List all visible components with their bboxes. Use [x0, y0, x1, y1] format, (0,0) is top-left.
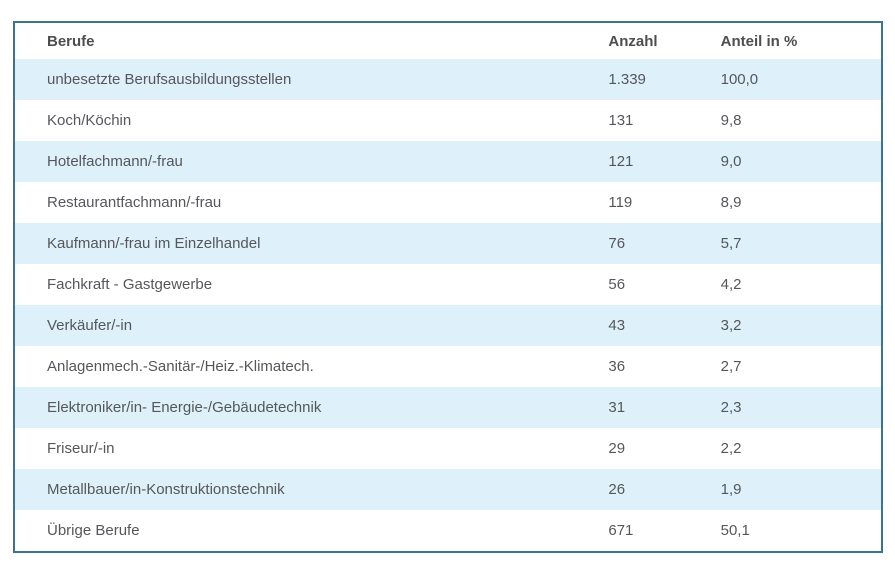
- table-row: unbesetzte Berufsausbildungsstellen 1.339…: [14, 59, 882, 100]
- anteil-cell: 50,1: [720, 522, 750, 539]
- table-row: Übrige Berufe 671 50,1: [14, 510, 882, 552]
- table-row: Elektroniker/in- Energie-/Gebäudetechnik…: [14, 387, 882, 428]
- anzahl-cell: 119: [608, 194, 633, 211]
- beruf-cell: Restaurantfachmann/-frau: [47, 194, 222, 211]
- anteil-cell: 8,9: [720, 194, 742, 211]
- beruf-cell: Friseur/-in: [47, 440, 115, 457]
- column-header-anzahl: Anzahl: [608, 32, 658, 50]
- berufe-table: Berufe Anzahl Anteil in % unbesetzte Ber…: [13, 21, 883, 553]
- beruf-cell: Kaufmann/-frau im Einzelhandel: [47, 235, 261, 252]
- anteil-cell: 3,2: [720, 317, 742, 334]
- table-row: Verkäufer/-in 43 3,2: [14, 305, 882, 346]
- anzahl-cell: 31: [608, 399, 626, 416]
- table-row: Koch/Köchin 131 9,8: [14, 100, 882, 141]
- anteil-cell: 4,2: [720, 276, 742, 293]
- beruf-cell: Übrige Berufe: [47, 522, 140, 539]
- column-header-berufe: Berufe: [47, 32, 95, 50]
- column-header-anteil: Anteil in %: [720, 32, 798, 50]
- table-header-row: Berufe Anzahl Anteil in %: [14, 22, 882, 59]
- table-row: Anlagenmech.-Sanitär-/Heiz.-Klimatech. 36…: [14, 346, 882, 387]
- anteil-cell: 100,0: [720, 71, 759, 88]
- beruf-cell: Metallbauer/in-Konstruktionstechnik: [47, 481, 285, 498]
- anzahl-cell: 56: [608, 276, 626, 293]
- anteil-cell: 2,3: [720, 399, 742, 416]
- anzahl-cell: 1.339: [608, 71, 646, 88]
- table-row: Kaufmann/-frau im Einzelhandel 76 5,7: [14, 223, 882, 264]
- anteil-cell: 2,2: [720, 440, 742, 457]
- anzahl-cell: 671: [608, 522, 634, 539]
- table-row: Fachkraft - Gastgewerbe 56 4,2: [14, 264, 882, 305]
- anteil-cell: 5,7: [720, 235, 742, 252]
- beruf-cell: unbesetzte Berufsausbildungsstellen: [47, 71, 292, 88]
- anteil-cell: 9,0: [720, 153, 742, 170]
- table-row: Friseur/-in 29 2,2: [14, 428, 882, 469]
- anteil-cell: 2,7: [720, 358, 742, 375]
- anzahl-cell: 43: [608, 317, 626, 334]
- anzahl-cell: 26: [608, 481, 626, 498]
- beruf-cell: Fachkraft - Gastgewerbe: [47, 276, 213, 293]
- beruf-cell: Elektroniker/in- Energie-/Gebäudetechnik: [47, 399, 322, 416]
- anzahl-cell: 76: [608, 235, 626, 252]
- beruf-cell: Koch/Köchin: [47, 112, 132, 129]
- table-body: unbesetzte Berufsausbildungsstellen 1.339…: [14, 59, 882, 552]
- anzahl-cell: 131: [608, 112, 634, 129]
- anteil-cell: 9,8: [720, 112, 742, 129]
- anzahl-cell: 36: [608, 358, 626, 375]
- anteil-cell: 1,9: [720, 481, 742, 498]
- table-row: Restaurantfachmann/-frau 119 8,9: [14, 182, 882, 223]
- beruf-cell: Hotelfachmann/-frau: [47, 153, 183, 170]
- beruf-cell: Anlagenmech.-Sanitär-/Heiz.-Klimatech.: [47, 358, 314, 375]
- beruf-cell: Verkäufer/-in: [47, 317, 133, 334]
- anzahl-cell: 29: [608, 440, 626, 457]
- table-row: Hotelfachmann/-frau 121 9,0: [14, 141, 882, 182]
- anzahl-cell: 121: [608, 153, 634, 170]
- table-row: Metallbauer/in-Konstruktionstechnik 26 1,9: [14, 469, 882, 510]
